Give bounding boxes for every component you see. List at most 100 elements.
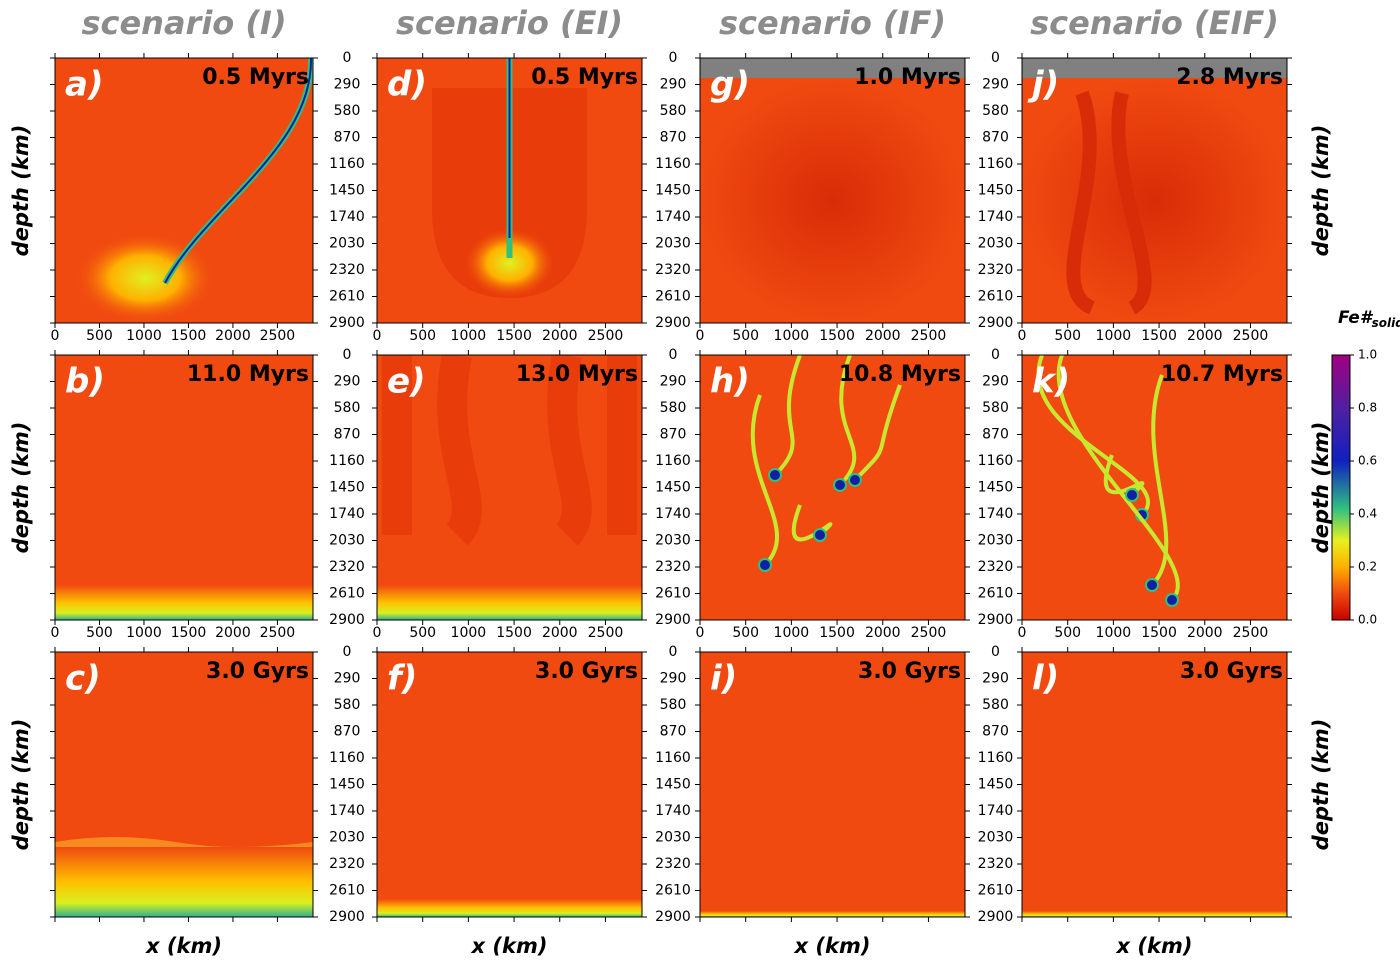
field [813,528,827,542]
field [700,58,965,78]
field [164,58,313,284]
x-tick-label: 2500 [260,328,296,344]
panel-label: j) [1027,65,1059,105]
panel-label: b) [65,362,105,402]
depth-tick-label: 870 [982,427,1009,443]
depth-axis-label: depth (km) [1309,125,1333,257]
x-tick-label: 2000 [865,625,901,641]
depth-tick-label: 1160 [329,750,365,766]
depth-axis-label: depth (km) [9,125,33,257]
panel-time: 2.8 Myrs [1176,65,1283,90]
field [55,847,313,917]
x-tick-label: 2000 [1187,625,1223,641]
panel-time: 3.0 Gyrs [858,659,961,684]
x-tick-label: 1000 [774,328,810,344]
depth-tick-label: 580 [660,103,687,119]
depth-tick-label: 2900 [329,315,365,331]
x-tick-label: 2500 [588,328,624,344]
depth-tick-label: 1740 [655,506,691,522]
panel [700,652,965,917]
depth-tick-label: 290 [660,671,687,687]
x-tick-label: 1500 [819,328,855,344]
x-tick-label: 2000 [542,328,578,344]
field [1022,58,1287,78]
x-tick-label: 2000 [215,328,251,344]
depth-tick-label: 2030 [655,830,691,846]
depth-tick-label: 0 [343,644,352,660]
x-tick-label: 2500 [911,328,947,344]
depth-tick-label: 2610 [329,289,365,305]
field [508,58,511,238]
panel-time: 3.0 Gyrs [535,659,638,684]
depth-axis-label: depth (km) [1309,719,1333,851]
depth-tick-label: 290 [982,374,1009,390]
depth-tick-label: 870 [334,130,361,146]
depth-tick-label: 2030 [978,830,1014,846]
x-tick-label: 2500 [260,625,296,641]
x-tick-label: 1000 [774,625,810,641]
depth-tick-label: 870 [660,130,687,146]
panel-label: a) [65,65,103,105]
x-axis-label: x (km) [145,934,222,958]
depth-tick-label: 1160 [329,453,365,469]
depth-tick-label: 1450 [329,183,365,199]
depth-tick-label: 2900 [655,315,691,331]
x-tick-label: 0 [51,625,60,641]
depth-tick-label: 1160 [978,453,1014,469]
field [833,478,847,492]
field [1125,488,1139,502]
panel [700,58,965,323]
depth-tick-label: 2320 [978,559,1014,575]
depth-tick-label: 2320 [655,262,691,278]
depth-tick-label: 1160 [655,453,691,469]
depth-tick-label: 1450 [655,480,691,496]
x-tick-label: 500 [409,328,436,344]
depth-tick-label: 1740 [655,209,691,225]
depth-tick-label: 2610 [329,883,365,899]
field [55,585,313,620]
panel [377,58,642,323]
depth-tick-label: 2610 [655,289,691,305]
depth-tick-label: 1160 [655,750,691,766]
column-title: scenario (I) [81,4,286,42]
depth-tick-label: 290 [334,374,361,390]
depth-tick-label: 0 [991,50,1000,66]
panel-time: 0.5 Myrs [202,65,309,90]
colorbar-title-sub: solid [1372,316,1400,330]
x-tick-label: 0 [696,328,705,344]
depth-tick-label: 1450 [329,777,365,793]
depth-tick-label: 2320 [329,856,365,872]
x-tick-label: 0 [373,328,382,344]
depth-tick-label: 580 [334,103,361,119]
depth-tick-label: 0 [669,50,678,66]
panel [1022,652,1287,917]
panel-time: 3.0 Gyrs [206,659,309,684]
column-title: scenario (EIF) [1030,4,1279,42]
depth-tick-label: 0 [343,50,352,66]
x-tick-label: 500 [86,328,113,344]
depth-tick-label: 2030 [329,533,365,549]
depth-tick-label: 2030 [329,830,365,846]
depth-tick-label: 290 [982,77,1009,93]
field [1022,78,1287,323]
colorbar-tick-label: 0.2 [1358,560,1377,574]
panel-label: h) [710,362,750,402]
panel-label: d) [387,65,427,105]
field [768,468,782,482]
depth-tick-label: 580 [660,400,687,416]
depth-tick-label: 580 [660,697,687,713]
depth-tick-label: 2900 [978,315,1014,331]
depth-tick-label: 870 [334,427,361,443]
panel [1022,58,1287,323]
field [1022,911,1287,917]
depth-tick-label: 1740 [978,803,1014,819]
panel-label: c) [65,659,101,699]
x-tick-label: 1500 [819,625,855,641]
field [377,585,642,620]
field [1066,90,1152,315]
depth-tick-label: 290 [660,77,687,93]
panel [55,58,313,323]
depth-tick-label: 1450 [655,183,691,199]
x-axis-label: x (km) [471,934,548,958]
panel [377,355,642,620]
